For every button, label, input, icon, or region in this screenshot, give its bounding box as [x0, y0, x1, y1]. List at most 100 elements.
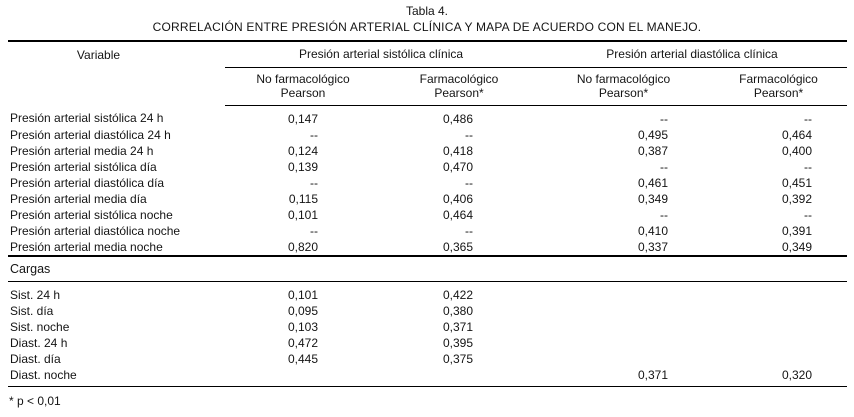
- sub-header-line1: No farmacológico: [256, 72, 350, 86]
- cargas-rows: Sist. 24 h 0,101 0,422 Sist. día 0,095 0,380 S…: [8, 282, 847, 387]
- row-label: Presión arterial sistólica día: [10, 159, 157, 174]
- table-row: Presión arterial sistólica día 0,139 0,470…: [8, 159, 847, 175]
- value-cell: 0,375: [442, 352, 473, 366]
- table-row: Diast. noche 0,371 0,320: [8, 367, 847, 387]
- table-header: Variable Presión arterial sistólica clín…: [8, 41, 848, 106]
- value-cell: --: [465, 127, 473, 142]
- table-row: Sist. 24 h 0,101 0,422: [8, 282, 847, 304]
- sub-header-pharm-systolic: Farmacológico Pearson*: [381, 67, 537, 106]
- value-cell: [537, 351, 710, 367]
- value-cell: [537, 282, 710, 304]
- sub-header-line2: Pearson*: [434, 86, 484, 100]
- value-cell: [537, 319, 710, 335]
- row-label: Presión arterial media 24 h: [10, 143, 154, 158]
- value-cell: [537, 303, 710, 319]
- table-number: Tabla 4.: [405, 4, 449, 18]
- table-row: Sist. noche 0,103 0,371: [8, 319, 847, 335]
- section-band: Cargas: [8, 254, 848, 282]
- sub-header-nonpharm-systolic: No farmacológico Pearson: [225, 67, 381, 106]
- main-rows: Presión arterial sistólica 24 h 0,147 0,48…: [8, 105, 847, 256]
- value-cell: 0,103: [287, 320, 318, 334]
- value-cell: --: [310, 175, 318, 190]
- table-row: Presión arterial diastólica 24 h -- -- 0,49…: [8, 127, 847, 143]
- value-cell: 0,400: [781, 143, 813, 158]
- row-label: Sist. día: [10, 304, 54, 318]
- table-row: Sist. día 0,095 0,380: [8, 303, 847, 319]
- value-cell: 0,451: [781, 175, 813, 190]
- value-cell: 0,472: [287, 336, 318, 350]
- value-cell: 0,464: [781, 127, 813, 142]
- group-header-row: Variable Presión arterial sistólica clín…: [8, 41, 848, 68]
- sub-header-line2: Pearson*: [598, 86, 649, 100]
- value-cell: --: [660, 159, 668, 174]
- value-cell: [710, 319, 847, 335]
- sub-header-pharm-diastolic: Farmacológico Pearson*: [710, 67, 848, 106]
- row-label: Presión arterial diastólica día: [10, 175, 165, 190]
- value-cell: 0,387: [637, 143, 668, 158]
- value-cell: 0,391: [781, 223, 813, 238]
- value-cell: 0,380: [442, 304, 473, 318]
- table-row: Presión arterial diastólica día -- -- 0,461…: [8, 175, 847, 191]
- value-cell: 0,147: [287, 111, 318, 126]
- significance-footnote: * p < 0,01: [9, 394, 61, 408]
- row-label: Sist. noche: [10, 320, 70, 334]
- value-cell: --: [465, 223, 473, 238]
- correlation-table: Variable Presión arterial sistólica clín…: [8, 40, 848, 387]
- value-cell: 0,470: [442, 159, 473, 174]
- value-cell: 0,337: [637, 239, 668, 254]
- table-subtitle: CORRELACIÓN ENTRE PRESIÓN ARTERIAL CLÍNI…: [152, 20, 702, 34]
- value-cell: 0,101: [287, 288, 318, 302]
- row-label: Diast. 24 h: [10, 336, 68, 350]
- sub-header-line1: Farmacológico: [419, 72, 499, 86]
- table-row: Diast. 24 h 0,472 0,395: [8, 335, 847, 351]
- table-caption: Tabla 4. CORRELACIÓN ENTRE PRESIÓN ARTER…: [0, 0, 854, 35]
- row-label: Diast. día: [10, 352, 61, 366]
- row-label: Presión arterial diastólica noche: [10, 223, 181, 238]
- value-cell: 0,406: [442, 191, 473, 206]
- value-cell: 0,365: [442, 239, 473, 254]
- value-cell: 0,464: [442, 207, 473, 222]
- value-cell: 0,495: [637, 127, 668, 142]
- sub-header-row: No farmacológico Pearson Farmacológico P…: [8, 67, 848, 106]
- value-cell: 0,410: [637, 223, 668, 238]
- value-cell: 0,095: [287, 304, 318, 318]
- value-cell: --: [804, 111, 813, 126]
- table-row: Presión arterial media noche 0,820 0,365 0,…: [8, 239, 847, 256]
- value-cell: --: [804, 159, 813, 174]
- value-cell: [710, 282, 847, 304]
- sub-header-line1: No farmacológico: [576, 72, 671, 86]
- value-cell: 0,461: [637, 175, 668, 190]
- value-cell: 0,349: [637, 191, 668, 206]
- section-label: Cargas: [8, 254, 848, 282]
- sub-header-nonpharm-diastolic: No farmacológico Pearson*: [537, 67, 710, 106]
- value-cell: [225, 367, 381, 387]
- sub-header-line1: Farmacológico: [739, 72, 818, 86]
- table-row: Presión arterial media 24 h 0,124 0,418 0,3…: [8, 143, 847, 159]
- sub-header-line2: Pearson: [280, 86, 326, 100]
- column-header-variable: Variable: [76, 47, 121, 62]
- value-cell: [710, 303, 847, 319]
- sub-header-line2: Pearson*: [753, 86, 804, 100]
- group-header-diastolic: Presión arterial diastólica clínica: [537, 41, 848, 68]
- table-row: Presión arterial diastólica noche -- -- 0,4…: [8, 223, 847, 239]
- value-cell: 0,486: [442, 111, 473, 126]
- value-cell: 0,371: [442, 320, 473, 334]
- value-cell: --: [465, 175, 473, 190]
- row-label: Sist. 24 h: [10, 288, 61, 302]
- value-cell: 0,395: [442, 336, 473, 350]
- table-row: Presión arterial media día 0,115 0,406 0,34…: [8, 191, 847, 207]
- row-label: Presión arterial diastólica 24 h: [10, 127, 171, 142]
- value-cell: 0,320: [781, 368, 813, 382]
- row-label: Diast. noche: [10, 368, 77, 382]
- value-cell: --: [660, 207, 668, 222]
- table-row: Diast. día 0,445 0,375: [8, 351, 847, 367]
- value-cell: --: [310, 127, 318, 142]
- value-cell: [710, 351, 847, 367]
- row-label: Presión arterial media noche: [10, 239, 163, 254]
- table-row: Presión arterial sistólica noche 0,101 0,4…: [8, 207, 847, 223]
- value-cell: 0,124: [287, 143, 318, 158]
- value-cell: [710, 335, 847, 351]
- value-cell: --: [804, 207, 813, 222]
- row-label: Presión arterial sistólica 24 h: [10, 111, 164, 126]
